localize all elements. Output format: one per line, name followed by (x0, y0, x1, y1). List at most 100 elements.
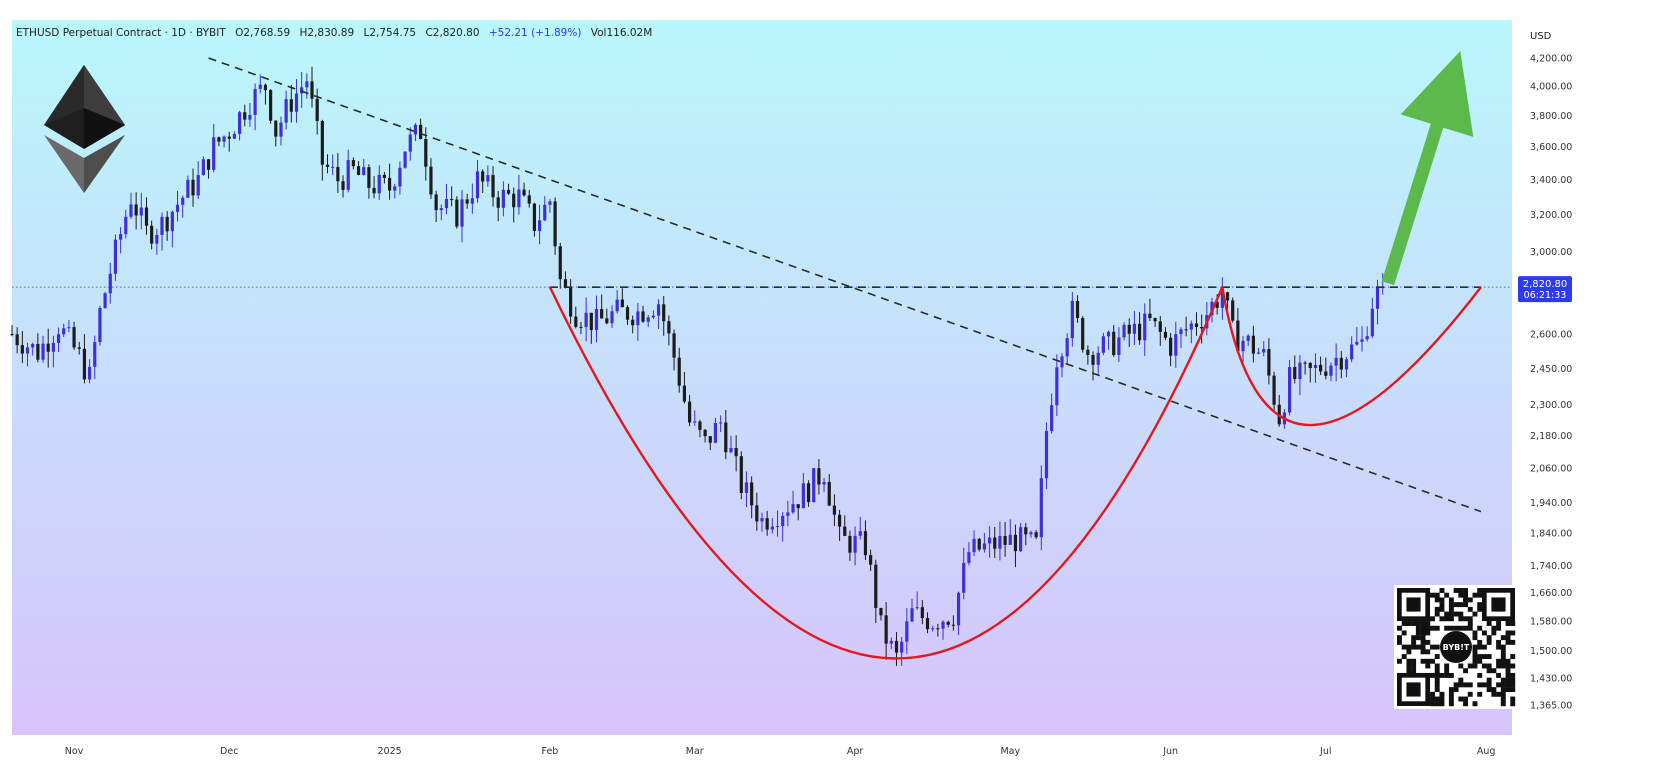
qr-module (1505, 672, 1511, 678)
candle-body (1019, 527, 1023, 552)
candle-body (486, 175, 490, 182)
candle (925, 612, 930, 634)
candle (496, 191, 500, 222)
qr-module (1467, 616, 1473, 622)
candle (537, 204, 542, 245)
qr-module (1434, 701, 1440, 707)
candle-body (879, 607, 883, 616)
qr-module (1420, 644, 1426, 650)
qr-module (1505, 621, 1511, 626)
candle-body (31, 343, 35, 348)
candle (956, 591, 961, 636)
candle-body (512, 193, 516, 208)
candle-body (1070, 300, 1074, 339)
qr-module (1434, 696, 1440, 702)
candle (843, 515, 847, 537)
qr-module (1434, 654, 1440, 659)
candle-body (1231, 300, 1235, 321)
candle (87, 359, 92, 384)
candle (1319, 356, 1323, 376)
candle (491, 166, 495, 207)
drawing-overlays (12, 51, 1512, 660)
candle-body (853, 535, 857, 553)
qr-module (1500, 635, 1506, 641)
candle-body (25, 347, 30, 354)
candle-body (1262, 349, 1266, 353)
qr-module (1500, 644, 1506, 650)
candle-body (108, 273, 112, 294)
price-axis-panel[interactable] (1512, 20, 1660, 775)
candle-body (1225, 292, 1230, 301)
candle-body (367, 167, 371, 188)
candle (558, 242, 562, 289)
candle (1189, 320, 1193, 344)
candle (812, 467, 816, 503)
qr-module (1510, 701, 1516, 707)
last-price-tag[interactable]: 2,820.80 06:21:33 (1518, 276, 1572, 303)
qr-module (1439, 691, 1445, 697)
candle (201, 156, 205, 176)
candle (1350, 336, 1354, 363)
candle (227, 131, 231, 152)
qr-module (1434, 687, 1440, 693)
qr-module (1406, 668, 1412, 674)
qr-module (1411, 668, 1417, 674)
candle (982, 532, 987, 553)
candle-body (465, 199, 469, 204)
qr-module (1510, 677, 1516, 683)
qr-module (1486, 654, 1492, 659)
candle-body (656, 304, 661, 316)
time-tick-label: Jul (1319, 746, 1331, 757)
candle-body (724, 422, 728, 453)
qr-module (1434, 606, 1440, 612)
qr-module (1472, 649, 1478, 655)
candle-body (620, 299, 624, 308)
candle (631, 315, 635, 334)
time-axis-panel[interactable] (12, 735, 1512, 775)
qr-module (1434, 677, 1440, 683)
candle-body (1308, 362, 1312, 369)
qr-module (1411, 644, 1417, 650)
candle (662, 296, 666, 336)
candle (351, 157, 355, 170)
candle-body (274, 120, 278, 137)
candle (977, 537, 981, 552)
qr-module (1486, 677, 1492, 683)
qr-module (1430, 644, 1435, 650)
qr-finder-core (1491, 597, 1506, 612)
qr-module (1425, 663, 1431, 669)
candle (372, 176, 376, 199)
qr-module (1477, 588, 1483, 593)
candle-body (734, 448, 738, 457)
candle (222, 135, 226, 148)
qr-module (1430, 696, 1435, 702)
candle-body (739, 456, 743, 493)
qr-module (1434, 611, 1440, 617)
qr-module (1430, 672, 1435, 678)
bybit-qr-code-icon: BYB!T (1394, 585, 1518, 709)
candle (25, 342, 30, 367)
candle-body (191, 179, 195, 196)
candle (1086, 345, 1090, 365)
candle-body (1220, 292, 1224, 308)
candle (170, 210, 174, 248)
qr-module (1453, 588, 1459, 593)
qr-module (1463, 597, 1468, 603)
candle (1324, 357, 1328, 380)
candle-body (936, 628, 940, 630)
candle-body (170, 211, 174, 232)
candle (56, 327, 61, 352)
candle (15, 327, 19, 354)
candle-body (201, 159, 205, 176)
qr-module (1500, 696, 1506, 702)
candle (362, 158, 366, 176)
candle-body (667, 321, 671, 334)
qr-module (1425, 625, 1431, 631)
candle (310, 66, 314, 108)
candle-body (186, 179, 190, 198)
plot-area[interactable] (12, 20, 1512, 735)
candle (108, 262, 112, 304)
candle-body (1251, 335, 1255, 354)
qr-module (1477, 654, 1483, 659)
